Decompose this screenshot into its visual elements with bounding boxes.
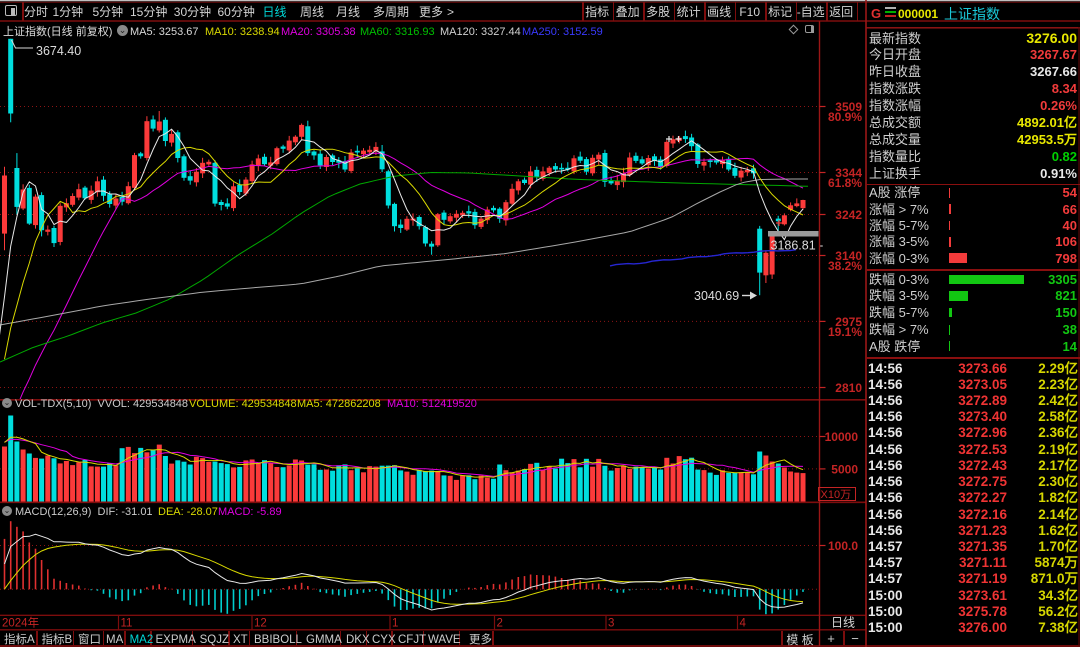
svg-text:日线: 日线 bbox=[831, 616, 855, 630]
svg-text:100.0: 100.0 bbox=[828, 539, 858, 553]
svg-text:3674.40: 3674.40 bbox=[36, 44, 81, 58]
svg-text:2024年: 2024年 bbox=[2, 616, 39, 630]
svg-text:5000: 5000 bbox=[831, 462, 858, 476]
svg-text:1: 1 bbox=[392, 618, 398, 630]
svg-text:19.1%: 19.1% bbox=[828, 325, 862, 339]
svg-text:3509: 3509 bbox=[835, 100, 862, 114]
svg-text:3140: 3140 bbox=[835, 249, 862, 263]
svg-text:3: 3 bbox=[608, 618, 614, 630]
svg-text:2975: 2975 bbox=[835, 315, 862, 329]
svg-text:10000: 10000 bbox=[825, 430, 859, 444]
svg-text:X10万: X10万 bbox=[821, 489, 852, 501]
svg-text:3186.81 -: 3186.81 - bbox=[771, 239, 824, 253]
svg-text:3040.69: 3040.69 bbox=[694, 289, 739, 303]
svg-text:4: 4 bbox=[740, 618, 747, 630]
svg-text:3344: 3344 bbox=[835, 166, 862, 180]
svg-text:3242: 3242 bbox=[835, 208, 862, 222]
svg-text:2810: 2810 bbox=[835, 381, 862, 395]
svg-text:11: 11 bbox=[121, 618, 133, 630]
svg-text:2: 2 bbox=[497, 618, 503, 630]
svg-text:12: 12 bbox=[254, 618, 267, 630]
svg-text:61.8%: 61.8% bbox=[828, 176, 862, 190]
svg-text:80.9%: 80.9% bbox=[828, 110, 862, 124]
svg-text:38.2%: 38.2% bbox=[828, 259, 862, 273]
